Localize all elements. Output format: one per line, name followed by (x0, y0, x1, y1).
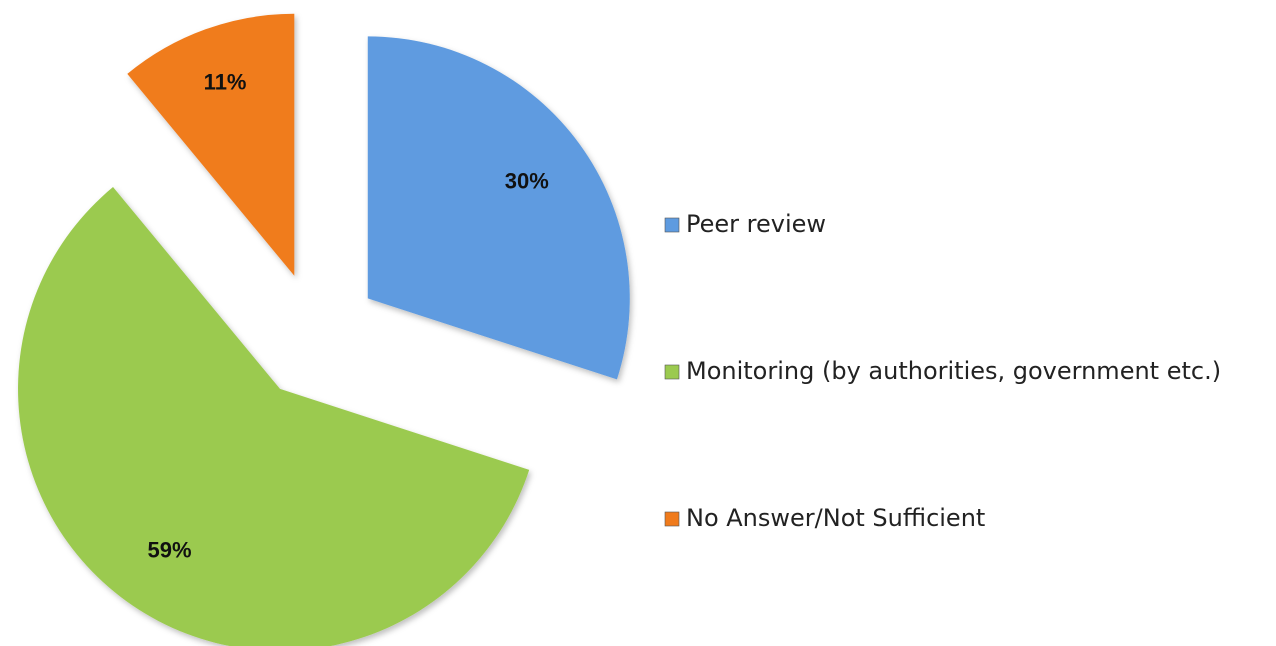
slice-label: 30% (505, 169, 549, 194)
legend-marker (664, 511, 680, 527)
pie-slice (127, 13, 295, 276)
slice-label: 59% (148, 537, 192, 562)
legend-label: Monitoring (by authorities, government e… (686, 357, 1221, 385)
slice-label: 11% (204, 69, 247, 94)
legend-marker (664, 217, 680, 233)
pie-slice (18, 187, 530, 646)
legend-marker (664, 364, 680, 380)
legend-label: Peer review (686, 210, 826, 238)
pie-slice (367, 36, 630, 380)
legend-label: No Answer/Not Sufficient (686, 504, 985, 532)
